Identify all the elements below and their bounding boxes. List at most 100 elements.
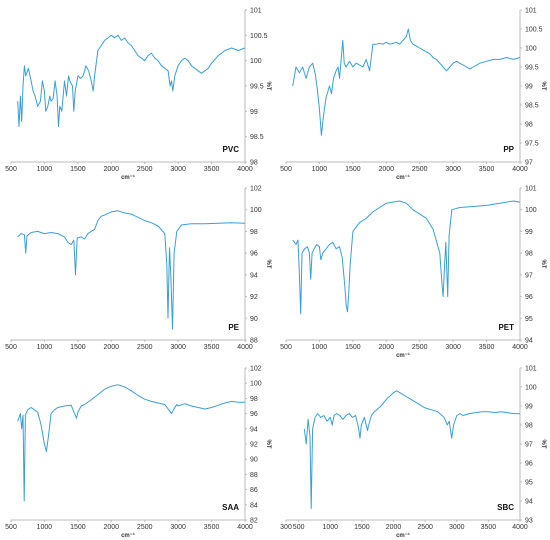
- x-tick-label: 3000: [445, 166, 461, 173]
- y-tick-label: 99: [525, 84, 533, 91]
- spectrum-line: [303, 390, 520, 510]
- x-tick-label: 2000: [386, 524, 402, 531]
- x-tick-label: 500: [5, 524, 17, 531]
- y-tick-label: 97: [525, 442, 533, 449]
- y-tick-label: 95: [525, 480, 533, 487]
- x-tick-label: 300: [280, 524, 292, 531]
- x-tick-label: 3500: [479, 166, 495, 173]
- x-axis-title: cm⁻¹: [121, 174, 135, 181]
- y-tick-label: 82: [250, 518, 258, 525]
- y-tick-label: 97: [525, 272, 533, 279]
- x-tick-label: 2500: [137, 524, 153, 531]
- x-tick-label: 1500: [345, 344, 361, 351]
- y-axis-title: %T: [540, 440, 546, 449]
- x-tick-label: 3000: [170, 344, 186, 351]
- panel-label: PET: [498, 323, 514, 332]
- x-tick-label: 3500: [204, 344, 220, 351]
- x-tick-label: 2500: [412, 166, 428, 173]
- x-tick-label: 1000: [322, 524, 338, 531]
- y-tick-label: 99: [525, 229, 533, 236]
- x-tick-label: 2500: [412, 344, 428, 351]
- y-axis-title: %T: [540, 260, 546, 269]
- y-tick-label: 101: [525, 186, 537, 193]
- y-tick-label: 96: [250, 411, 258, 418]
- y-tick-label: 94: [250, 426, 258, 433]
- y-tick-label: 101: [525, 366, 537, 373]
- x-tick-label: 2000: [378, 166, 394, 173]
- y-tick-label: 100.5: [525, 27, 543, 34]
- y-tick-label: 101: [525, 8, 537, 15]
- spectrum-line: [292, 200, 521, 315]
- y-tick-label: 99: [525, 404, 533, 411]
- x-tick-label: 3000: [170, 166, 186, 173]
- x-tick-label: 2500: [417, 524, 433, 531]
- y-tick-label: 96: [525, 294, 533, 301]
- y-axis-title: %T: [265, 260, 271, 269]
- y-tick-label: 97.5: [525, 141, 539, 148]
- x-tick-label: 1000: [312, 344, 328, 351]
- x-tick-label: 500: [5, 344, 17, 351]
- x-tick-label: 1000: [37, 344, 53, 351]
- x-tick-label: 2000: [103, 166, 119, 173]
- x-tick-label: 4000: [512, 524, 528, 531]
- y-tick-label: 88: [250, 338, 258, 345]
- x-tick-label: 2500: [137, 166, 153, 173]
- y-tick-label: 88: [250, 472, 258, 479]
- y-tick-label: 92: [250, 294, 258, 301]
- y-tick-label: 98: [250, 229, 258, 236]
- y-tick-label: 100.5: [250, 33, 268, 40]
- x-tick-label: 2000: [103, 524, 119, 531]
- y-tick-label: 98: [525, 423, 533, 430]
- y-tick-label: 99: [250, 109, 258, 116]
- y-tick-label: 95: [525, 316, 533, 323]
- y-tick-label: 98: [250, 396, 258, 403]
- y-tick-label: 93: [525, 518, 533, 525]
- x-axis-title: cm⁻¹: [396, 174, 410, 181]
- x-tick-label: 3500: [204, 524, 220, 531]
- x-tick-label: 1000: [312, 166, 328, 173]
- x-tick-label: 500: [280, 344, 292, 351]
- panel-label: PP: [503, 145, 514, 154]
- y-tick-label: 98.5: [525, 103, 539, 110]
- x-tick-label: 500: [5, 166, 17, 173]
- x-tick-label: 2000: [103, 344, 119, 351]
- y-tick-label: 94: [525, 338, 533, 345]
- x-tick-label: 4000: [512, 344, 528, 351]
- y-tick-label: 94: [250, 272, 258, 279]
- spectrum-line: [292, 28, 521, 136]
- y-tick-label: 100: [250, 381, 262, 388]
- y-tick-label: 99.5: [250, 84, 264, 91]
- y-tick-label: 98: [250, 160, 258, 167]
- x-tick-label: 500: [280, 166, 292, 173]
- x-tick-label: 3500: [479, 344, 495, 351]
- y-tick-label: 84: [250, 502, 258, 509]
- y-tick-label: 100: [525, 385, 537, 392]
- panel-label: PE: [228, 323, 239, 332]
- x-tick-label: 4000: [512, 166, 528, 173]
- x-tick-label: 4000: [237, 524, 253, 531]
- panel-label: SAA: [222, 503, 239, 512]
- x-tick-label: 3000: [445, 344, 461, 351]
- y-tick-label: 100: [250, 207, 262, 214]
- panel-label: PVC: [223, 145, 240, 154]
- x-tick-label: 1500: [354, 524, 370, 531]
- x-axis-title: cm⁻¹: [396, 532, 410, 539]
- y-tick-label: 96: [250, 251, 258, 258]
- y-tick-label: 97: [525, 160, 533, 167]
- y-tick-label: 90: [250, 316, 258, 323]
- x-tick-label: 2000: [378, 344, 394, 351]
- x-tick-label: 500: [293, 524, 305, 531]
- x-tick-label: 3000: [170, 524, 186, 531]
- y-tick-label: 99.5: [525, 65, 539, 72]
- x-tick-label: 3500: [204, 166, 220, 173]
- x-tick-label: 1500: [70, 344, 86, 351]
- y-tick-label: 100: [525, 207, 537, 214]
- x-tick-label: 1500: [70, 166, 86, 173]
